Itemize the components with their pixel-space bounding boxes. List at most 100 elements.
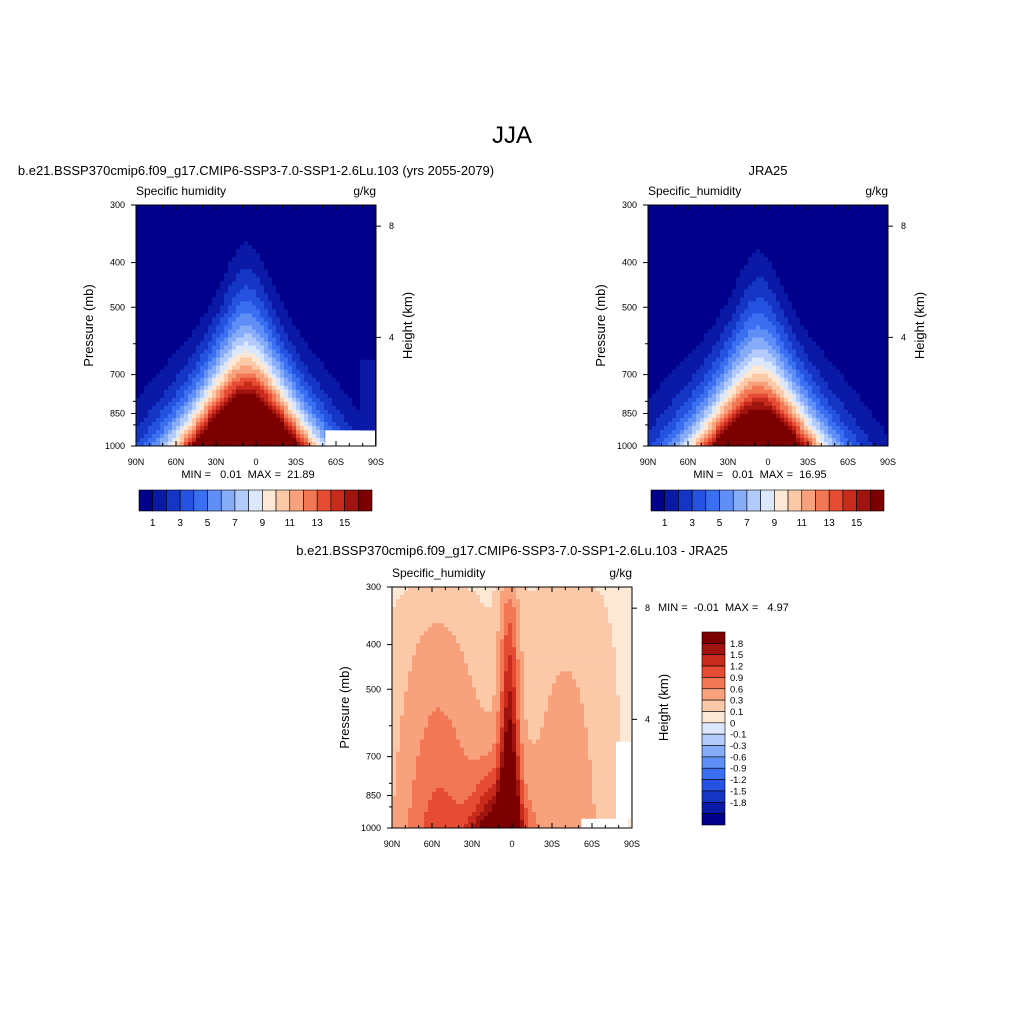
field-cell	[356, 321, 361, 326]
field-cell	[144, 305, 149, 310]
field-cell	[676, 249, 681, 254]
field-cell	[304, 317, 309, 322]
units-label: g/kg	[353, 184, 376, 198]
field-cell	[232, 353, 237, 359]
field-cell	[684, 221, 689, 226]
field-cell	[684, 277, 689, 282]
field-cell	[288, 369, 293, 375]
field-cell	[276, 421, 281, 427]
field-cell	[200, 317, 205, 322]
field-cell	[824, 213, 829, 218]
field-cell	[208, 289, 213, 294]
field-cell	[788, 221, 793, 226]
field-cell	[332, 353, 337, 359]
field-cell	[764, 253, 769, 258]
field-cell	[648, 233, 653, 238]
field-cell	[364, 253, 369, 258]
field-cell	[224, 265, 229, 270]
field-cell	[220, 317, 225, 322]
field-cell	[184, 261, 189, 266]
field-cell	[184, 385, 189, 391]
field-cell	[332, 317, 337, 322]
field-cell	[264, 281, 269, 286]
field-cell	[768, 229, 773, 234]
field-cell	[272, 229, 277, 234]
field-cell	[816, 257, 821, 262]
field-cell	[792, 285, 797, 290]
field-cell	[220, 337, 225, 342]
field-cell	[860, 225, 865, 230]
field-cell	[720, 273, 725, 278]
field-cell	[272, 357, 277, 363]
field-cell	[348, 233, 353, 238]
field-cell	[312, 269, 317, 274]
field-cell	[264, 437, 269, 443]
field-cell	[324, 353, 329, 359]
field-cell	[188, 253, 193, 258]
field-cell	[272, 393, 277, 399]
field-cell	[304, 353, 309, 359]
field-cell	[196, 317, 201, 322]
field-cell	[296, 437, 301, 443]
field-cell	[204, 281, 209, 286]
field-cell	[364, 349, 369, 355]
field-cell	[340, 425, 345, 431]
field-cell	[248, 341, 253, 346]
field-cell	[788, 269, 793, 274]
field-cell	[172, 397, 177, 403]
field-cell	[748, 209, 753, 214]
field-cell	[268, 417, 273, 423]
field-cell	[240, 373, 245, 379]
field-cell	[152, 369, 157, 375]
field-cell	[352, 373, 357, 379]
field-cell	[208, 397, 213, 403]
field-cell	[144, 389, 149, 395]
field-cell	[320, 253, 325, 258]
field-cell	[740, 281, 745, 286]
field-cell	[296, 281, 301, 286]
field-cell	[328, 345, 333, 350]
field-cell	[880, 245, 885, 250]
field-cell	[228, 425, 233, 431]
field-cell	[240, 233, 245, 238]
field-cell	[352, 389, 357, 395]
field-cell	[256, 245, 261, 250]
field-cell	[648, 205, 653, 210]
field-cell	[136, 265, 141, 270]
field-cell	[240, 301, 245, 306]
field-cell	[320, 305, 325, 310]
field-cell	[708, 225, 713, 230]
field-cell	[804, 273, 809, 278]
field-cell	[856, 245, 861, 250]
field-cell	[760, 253, 765, 258]
field-cell	[772, 253, 777, 258]
field-cell	[352, 377, 357, 383]
legend-swatch	[289, 489, 304, 512]
field-cell	[140, 437, 145, 443]
field-cell	[204, 401, 209, 407]
field-cell	[772, 265, 777, 270]
field-cell	[316, 409, 321, 415]
field-cell	[336, 253, 341, 258]
field-cell	[236, 241, 241, 246]
field-cell	[868, 241, 873, 246]
field-cell	[736, 265, 741, 270]
field-cell	[160, 421, 165, 427]
field-cell	[304, 237, 309, 242]
field-cell	[296, 341, 301, 346]
field-cell	[288, 433, 293, 439]
field-cell	[148, 397, 153, 403]
field-cell	[804, 257, 809, 262]
field-cell	[136, 257, 141, 262]
field-cell	[776, 257, 781, 262]
field-cell	[868, 221, 873, 226]
field-cell	[196, 381, 201, 387]
field-cell	[164, 305, 169, 310]
field-cell	[144, 357, 149, 363]
field-cell	[840, 205, 845, 210]
field-cell	[184, 273, 189, 278]
field-cell	[700, 233, 705, 238]
field-cell	[672, 221, 677, 226]
field-cell	[260, 377, 265, 383]
